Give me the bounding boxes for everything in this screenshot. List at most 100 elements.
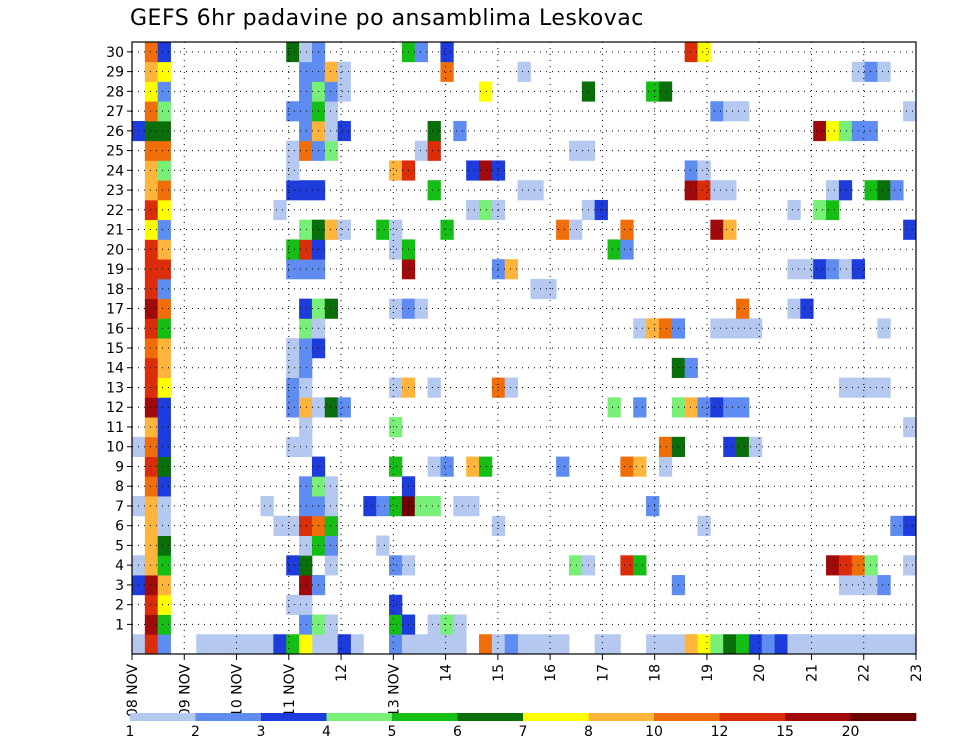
legend-swatch bbox=[654, 713, 720, 721]
heatmap-cell bbox=[299, 298, 313, 319]
heatmap-cell bbox=[299, 338, 313, 359]
heatmap-cell bbox=[504, 259, 518, 280]
heatmap-cell bbox=[607, 397, 621, 418]
heatmap-cell bbox=[157, 594, 171, 615]
y-tick-label: 1 bbox=[115, 617, 124, 633]
legend-swatch bbox=[850, 713, 917, 721]
heatmap-cell bbox=[427, 180, 441, 201]
heatmap-cell bbox=[838, 180, 853, 201]
heatmap-cell bbox=[466, 160, 480, 181]
heatmap-cell bbox=[864, 61, 878, 82]
heatmap-cell bbox=[864, 180, 878, 201]
heatmap-cell bbox=[427, 120, 441, 142]
heatmap-cell bbox=[389, 239, 403, 260]
heatmap-cell bbox=[826, 634, 840, 655]
legend-swatch bbox=[392, 713, 458, 721]
heatmap-cell bbox=[594, 634, 608, 655]
heatmap-cell bbox=[299, 318, 313, 339]
y-tick-label: 25 bbox=[106, 144, 124, 160]
heatmap-cell bbox=[684, 42, 698, 63]
heatmap-cell bbox=[710, 634, 724, 655]
color-legend: 1 2 3 4 5 6 7 8 10 12 15 20 bbox=[126, 713, 917, 740]
heatmap-cell bbox=[209, 634, 223, 655]
heatmap-cell bbox=[440, 61, 454, 82]
heatmap-cell bbox=[723, 180, 737, 201]
heatmap-cell bbox=[299, 397, 313, 418]
y-tick-label: 4 bbox=[115, 558, 124, 574]
heatmap-cell bbox=[299, 120, 313, 142]
heatmap-cell bbox=[299, 101, 313, 122]
heatmap-cell bbox=[838, 120, 853, 142]
y-tick-label: 22 bbox=[106, 203, 124, 219]
heatmap-cell bbox=[324, 298, 339, 319]
x-tick-label: 20 bbox=[752, 664, 768, 682]
heatmap-cell bbox=[736, 634, 750, 655]
heatmap-cell bbox=[414, 42, 428, 63]
y-tick-label: 6 bbox=[115, 519, 124, 535]
heatmap-cell bbox=[736, 101, 750, 122]
heatmap-cell bbox=[723, 101, 737, 122]
heatmap-cell bbox=[363, 496, 377, 517]
heatmap-cell bbox=[324, 535, 339, 556]
heatmap-cell bbox=[144, 417, 159, 438]
x-tick-label: 19 bbox=[700, 664, 716, 682]
legend-swatch bbox=[457, 713, 524, 721]
heatmap-cell bbox=[684, 180, 698, 201]
heatmap-cell bbox=[157, 338, 171, 359]
heatmap-cell bbox=[286, 555, 300, 576]
heatmap-cell bbox=[157, 417, 171, 438]
heatmap-cell bbox=[826, 555, 840, 576]
heatmap-cell bbox=[479, 81, 493, 102]
heatmap-cell bbox=[658, 436, 673, 457]
heatmap-cell bbox=[427, 614, 441, 635]
heatmap-cell bbox=[389, 496, 403, 517]
heatmap-cell bbox=[556, 219, 570, 240]
x-tick-label: 13 NOV bbox=[386, 664, 402, 718]
y-tick-label: 3 bbox=[115, 578, 124, 594]
heatmap-cell bbox=[286, 338, 300, 359]
heatmap-cell bbox=[157, 614, 171, 635]
heatmap-cell bbox=[144, 575, 159, 596]
y-tick-label: 14 bbox=[106, 361, 124, 377]
heatmap-cell bbox=[864, 575, 878, 596]
legend-swatch bbox=[195, 713, 262, 721]
dotted-grid bbox=[132, 42, 916, 654]
heatmap-cell bbox=[157, 496, 171, 517]
heatmap-cell bbox=[247, 634, 261, 655]
heatmap-cell bbox=[260, 496, 274, 517]
heatmap-cell bbox=[324, 634, 339, 655]
heatmap-cell bbox=[286, 436, 300, 457]
heatmap-cell bbox=[144, 555, 159, 576]
heatmap-cell bbox=[903, 219, 917, 240]
heatmap-cell bbox=[646, 496, 660, 517]
y-tick-label: 13 bbox=[106, 380, 124, 396]
heatmap-cell bbox=[234, 634, 249, 655]
heatmap-cell bbox=[286, 101, 300, 122]
heatmap-cell bbox=[157, 81, 171, 102]
heatmap-cell bbox=[530, 634, 544, 655]
x-tick-label: 11 NOV bbox=[282, 664, 298, 718]
heatmap-cell bbox=[144, 338, 159, 359]
heatmap-cell bbox=[157, 476, 171, 497]
heatmap-cell bbox=[324, 101, 339, 122]
heatmap-cell bbox=[556, 634, 570, 655]
y-tick-label: 29 bbox=[106, 65, 124, 81]
heatmap-cell bbox=[157, 101, 171, 122]
heatmap-cell bbox=[144, 436, 159, 457]
heatmap-cell bbox=[273, 199, 287, 221]
heatmap-cell bbox=[144, 101, 159, 122]
heatmap-cell bbox=[144, 496, 159, 517]
heatmap-cell bbox=[324, 81, 339, 102]
heatmap-cell bbox=[389, 377, 403, 398]
y-tick-label: 10 bbox=[106, 440, 124, 456]
heatmap-cell bbox=[697, 397, 711, 418]
heatmap-cell bbox=[144, 535, 159, 556]
heatmap-cell bbox=[607, 239, 621, 260]
heatmap-cell bbox=[299, 219, 313, 240]
heatmap-cell bbox=[813, 199, 827, 221]
y-tick-label: 8 bbox=[115, 479, 124, 495]
heatmap-cell bbox=[389, 614, 403, 635]
x-tick-label: 08 NOV bbox=[125, 664, 141, 718]
y-tick-label: 18 bbox=[106, 282, 124, 298]
heatmap-cell bbox=[684, 160, 698, 181]
